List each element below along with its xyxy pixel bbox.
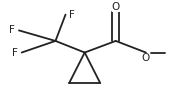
Text: F: F (69, 10, 75, 20)
Text: O: O (112, 2, 120, 12)
Text: F: F (9, 25, 15, 35)
Text: O: O (142, 53, 150, 63)
Text: F: F (12, 48, 18, 58)
